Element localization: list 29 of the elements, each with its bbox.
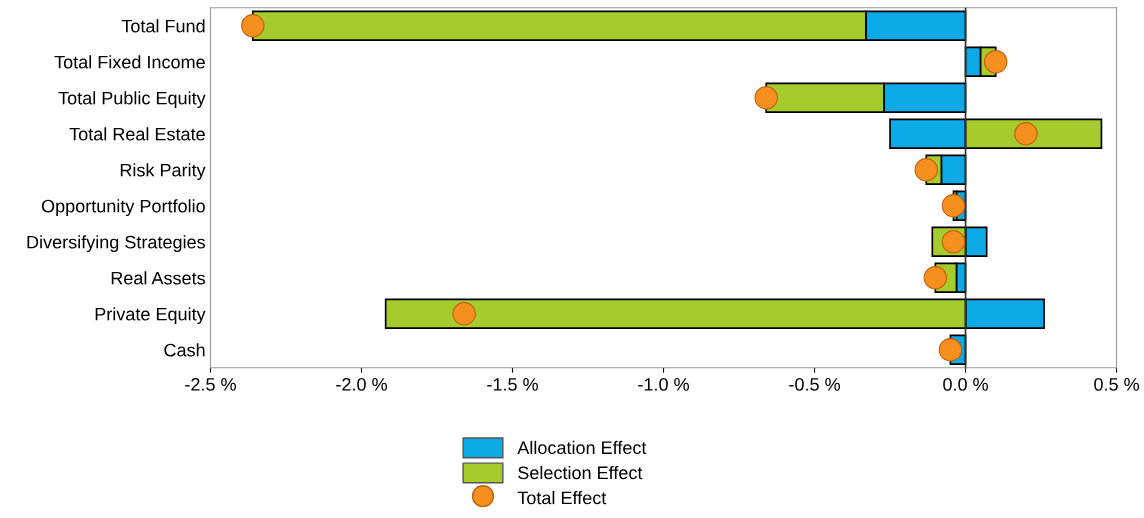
point	[452, 302, 476, 326]
y-tick-label: Total Real Estate	[69, 127, 205, 141]
y-tick-label: Real Assets	[111, 271, 205, 285]
point	[923, 266, 948, 290]
y-tick-label: Diversifying Strategies	[27, 235, 205, 253]
x-tick-label: -2.5 %	[185, 377, 236, 391]
y-tick-label: Risk Parity	[120, 163, 206, 181]
x-tick-label: -0.5 %	[789, 377, 840, 391]
point	[983, 50, 1008, 74]
legend-label: Total Effect	[517, 491, 607, 505]
x-tick-label: 0.5 %	[1094, 377, 1139, 391]
point	[941, 194, 966, 218]
point	[241, 14, 265, 38]
y-tick-label: Cash	[164, 343, 205, 357]
point	[1014, 122, 1038, 146]
x-tick-label: -1.0 %	[638, 377, 689, 391]
x-tick-label: -2.0 %	[336, 377, 387, 391]
point	[754, 86, 778, 110]
legend-label: Allocation Effect	[517, 440, 647, 455]
x-tick-label: -1.5 %	[487, 378, 538, 391]
y-tick-label: Private Equity	[95, 307, 206, 325]
x-tick-label: 0.0 %	[943, 377, 988, 391]
y-tick-label: Total Public Equity	[58, 91, 206, 109]
y-tick-label: Opportunity Portfolio	[41, 199, 205, 217]
point	[914, 158, 939, 182]
legend-label: Selection Effect	[518, 465, 643, 480]
y-tick-label: Total Fixed Income	[54, 55, 205, 69]
y-tick-label: Total Fund	[121, 19, 205, 33]
point	[938, 338, 963, 362]
